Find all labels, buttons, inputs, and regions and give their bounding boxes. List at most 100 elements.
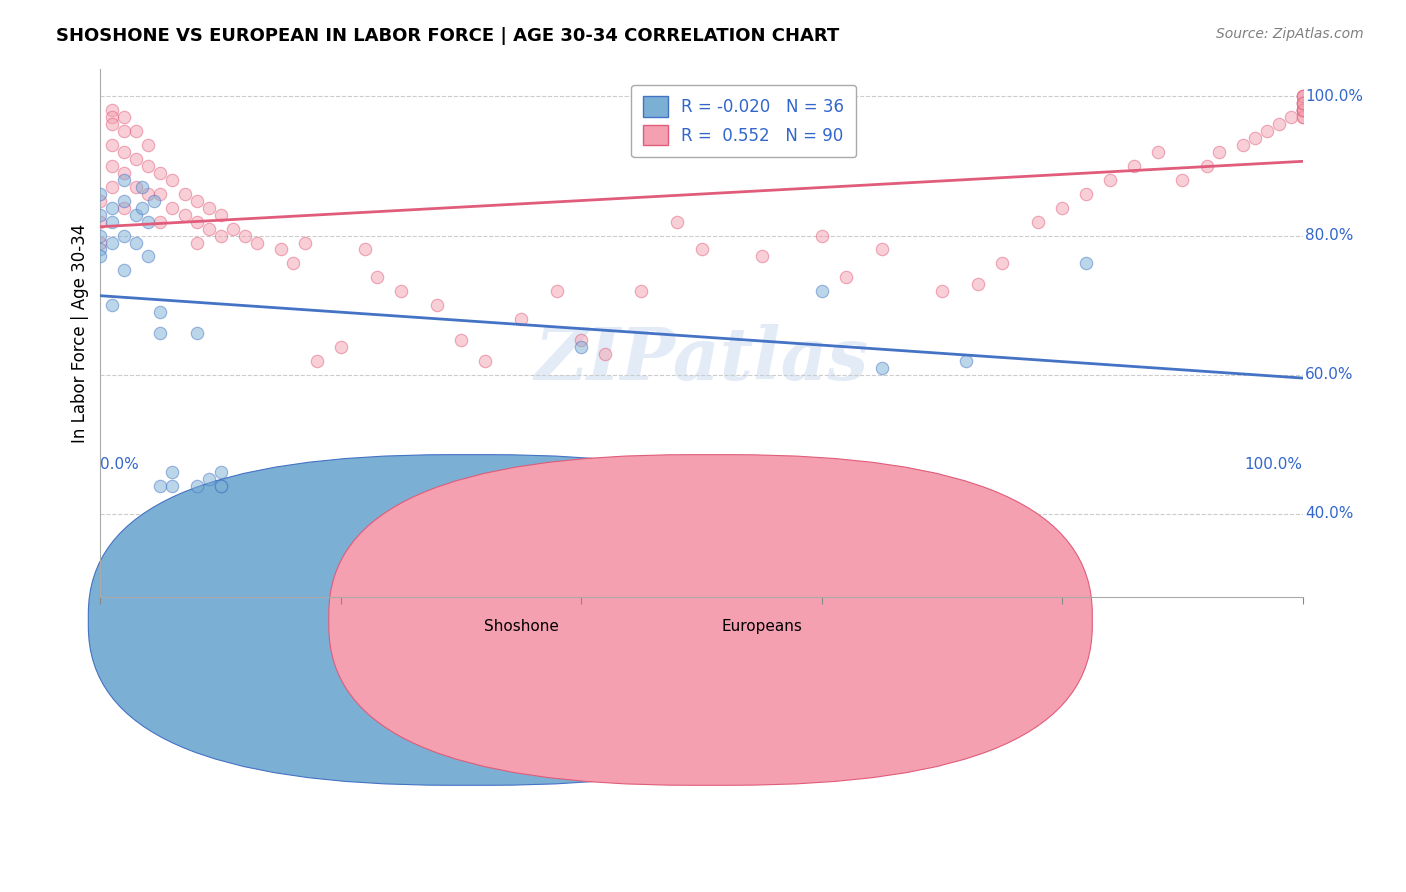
Point: [569, 333, 592, 347]
Point: [209, 479, 232, 493]
Y-axis label: In Labor Force | Age 30-34: In Labor Force | Age 30-34: [72, 223, 89, 442]
Point: [149, 166, 172, 180]
Point: [1171, 173, 1194, 187]
Point: [89, 214, 111, 228]
Point: [138, 138, 160, 153]
Point: [1292, 103, 1315, 118]
Point: [1292, 103, 1315, 118]
Point: [101, 117, 124, 131]
Point: [1050, 201, 1073, 215]
Point: [1232, 138, 1254, 153]
Point: [546, 285, 568, 299]
Point: [690, 243, 713, 257]
Point: [125, 208, 148, 222]
Point: [112, 145, 135, 159]
Point: [138, 159, 160, 173]
Text: 100.0%: 100.0%: [1244, 458, 1303, 473]
Point: [474, 354, 496, 368]
Point: [89, 194, 111, 208]
Point: [149, 479, 172, 493]
Point: [162, 201, 184, 215]
Point: [810, 228, 832, 243]
Point: [186, 214, 208, 228]
Text: Source: ZipAtlas.com: Source: ZipAtlas.com: [1216, 27, 1364, 41]
Point: [1076, 186, 1098, 201]
Point: [1279, 110, 1302, 124]
Point: [112, 228, 135, 243]
Point: [101, 110, 124, 124]
Point: [294, 235, 316, 250]
Point: [138, 186, 160, 201]
Point: [112, 110, 135, 124]
Point: [426, 298, 449, 312]
Point: [89, 243, 111, 257]
Text: Europeans: Europeans: [721, 619, 801, 633]
Point: [162, 479, 184, 493]
Point: [125, 152, 148, 166]
Point: [281, 256, 304, 270]
Point: [112, 201, 135, 215]
Point: [1292, 96, 1315, 111]
Point: [233, 228, 256, 243]
Point: [89, 208, 111, 222]
Point: [186, 326, 208, 340]
Point: [112, 124, 135, 138]
Point: [870, 243, 893, 257]
Point: [1267, 117, 1289, 131]
Point: [138, 249, 160, 263]
Point: [510, 312, 533, 326]
Point: [354, 243, 377, 257]
Point: [931, 285, 953, 299]
Text: 0.0%: 0.0%: [100, 458, 139, 473]
Point: [149, 214, 172, 228]
Point: [125, 124, 148, 138]
Point: [1123, 159, 1146, 173]
Point: [1099, 173, 1122, 187]
Text: 40.0%: 40.0%: [1305, 507, 1354, 522]
Point: [125, 235, 148, 250]
Point: [1076, 256, 1098, 270]
Point: [1026, 214, 1049, 228]
Point: [1292, 110, 1315, 124]
Point: [112, 166, 135, 180]
Point: [173, 186, 195, 201]
Point: [366, 270, 388, 285]
Point: [955, 354, 977, 368]
Text: ZIPatlas: ZIPatlas: [534, 324, 869, 395]
Point: [101, 103, 124, 118]
Point: [1195, 159, 1218, 173]
Point: [1243, 131, 1265, 145]
Point: [162, 465, 184, 479]
Text: 80.0%: 80.0%: [1305, 228, 1354, 243]
Text: SHOSHONE VS EUROPEAN IN LABOR FORCE | AGE 30-34 CORRELATION CHART: SHOSHONE VS EUROPEAN IN LABOR FORCE | AG…: [56, 27, 839, 45]
Point: [131, 201, 153, 215]
Point: [89, 186, 111, 201]
Point: [149, 186, 172, 201]
FancyBboxPatch shape: [89, 455, 852, 785]
Point: [209, 465, 232, 479]
Legend: R = -0.020   N = 36, R =  0.552   N = 90: R = -0.020 N = 36, R = 0.552 N = 90: [631, 85, 856, 157]
Point: [329, 340, 352, 354]
Point: [246, 235, 269, 250]
Point: [186, 235, 208, 250]
Point: [1292, 103, 1315, 118]
Point: [666, 214, 689, 228]
Point: [569, 340, 592, 354]
Point: [1292, 96, 1315, 111]
Point: [1292, 103, 1315, 118]
Point: [101, 201, 124, 215]
Point: [197, 221, 219, 235]
Point: [630, 285, 652, 299]
Point: [149, 305, 172, 319]
Point: [1292, 96, 1315, 111]
Point: [595, 347, 617, 361]
Point: [101, 159, 124, 173]
Point: [101, 214, 124, 228]
Point: [305, 354, 328, 368]
Text: 60.0%: 60.0%: [1305, 368, 1354, 383]
Point: [1292, 103, 1315, 118]
Point: [138, 214, 160, 228]
Point: [143, 194, 166, 208]
Point: [112, 263, 135, 277]
Point: [209, 479, 232, 493]
